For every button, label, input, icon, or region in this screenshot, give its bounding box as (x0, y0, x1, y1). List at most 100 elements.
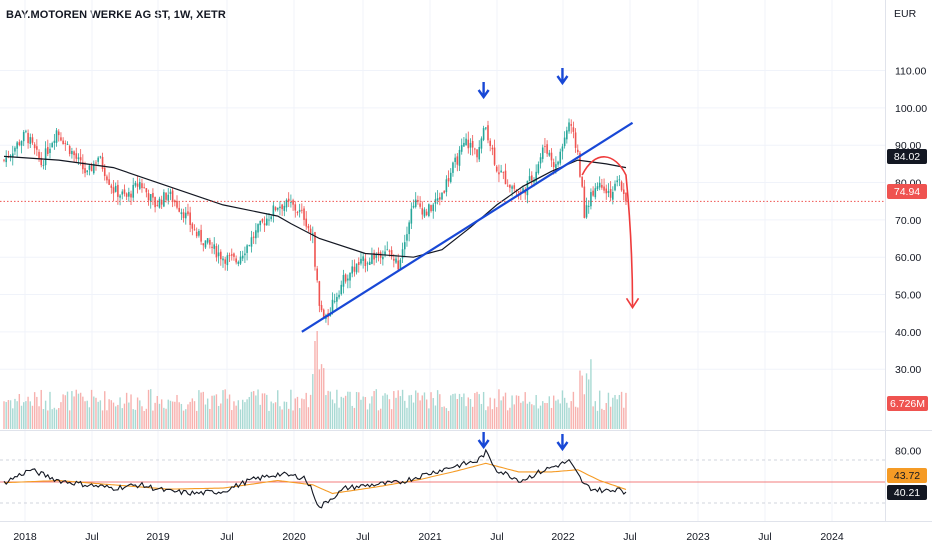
candle-body (463, 142, 465, 147)
candle-body (285, 199, 288, 208)
volume-bar (16, 401, 18, 429)
volume-bar (95, 397, 97, 429)
candle-body (36, 146, 38, 150)
volume-bar (171, 401, 174, 429)
candle-body (360, 258, 362, 264)
volume-bar (430, 392, 432, 429)
volume-bar (119, 397, 121, 429)
volume-bar (307, 407, 310, 429)
candle-body (160, 199, 163, 205)
candle-body (215, 246, 218, 258)
volume-bar (296, 396, 299, 429)
candle-body (259, 220, 262, 226)
volume-bar (520, 402, 522, 429)
volume-bar (561, 390, 564, 429)
candle-body (128, 192, 130, 197)
candle-body (609, 189, 612, 198)
candle-body (364, 258, 367, 267)
volume-bar (408, 395, 410, 429)
candle-body (456, 156, 459, 165)
volume-bar (465, 406, 467, 429)
x-tick-label: 2022 (551, 531, 575, 543)
y-tick-label: 70.00 (895, 215, 921, 227)
candle-body (336, 296, 338, 302)
volume-bar (82, 396, 84, 429)
volume-bar (531, 404, 533, 429)
candle-body (504, 170, 507, 185)
candle-body (60, 137, 62, 141)
candle-body (82, 162, 84, 170)
candle-body (27, 132, 29, 144)
candle-body (266, 218, 268, 226)
candle-body (485, 127, 487, 129)
volume-bar (213, 395, 215, 429)
rsi-ma-badge-bg (887, 468, 927, 483)
volume-bar (101, 410, 104, 429)
volume-bar (542, 401, 544, 429)
candle-body (237, 261, 240, 264)
candle-body (220, 251, 222, 260)
candle-body (342, 274, 345, 287)
candle-body (320, 305, 323, 311)
volume-bar (480, 403, 483, 429)
candle-body (581, 176, 583, 187)
candle-body (248, 245, 251, 247)
volume-bar (399, 396, 402, 429)
volume-bar (165, 408, 167, 429)
candle-body (64, 143, 67, 145)
candle-body (443, 191, 445, 193)
x-tick-label: Jul (758, 531, 771, 543)
volume-bar (496, 407, 498, 429)
volume-bar (318, 369, 321, 429)
candle-body (309, 228, 312, 234)
candle-body (445, 179, 448, 193)
volume-bar (156, 396, 158, 429)
volume-bar (415, 390, 417, 429)
candle-body (55, 130, 58, 143)
volume-bar (222, 390, 224, 429)
candle-body (502, 172, 505, 173)
rounding-top-curve (581, 156, 634, 306)
candle-body (441, 192, 443, 200)
volume-bar (97, 401, 99, 429)
candle-body (283, 205, 286, 211)
volume-bar (436, 390, 439, 429)
volume-bar (450, 395, 452, 429)
volume-bar (152, 410, 154, 429)
candle-body (108, 179, 110, 185)
candle-body (191, 223, 194, 229)
candle-body (541, 147, 544, 159)
candle-body (454, 157, 456, 162)
volume-bar (605, 403, 607, 429)
volume-bar (375, 389, 377, 429)
volume-bar (432, 398, 434, 429)
candle-body (561, 146, 564, 152)
candle-body (95, 162, 97, 164)
candle-body (38, 151, 40, 159)
volume-bar (294, 398, 296, 429)
volume-bar (93, 396, 95, 429)
candle-body (149, 194, 152, 202)
volume-bar (60, 402, 62, 429)
candle-body (539, 157, 542, 164)
volume-bar (121, 408, 123, 429)
candle-body (145, 188, 148, 193)
volume-bar (598, 390, 601, 429)
volume-bar (305, 392, 307, 429)
volume-bar (71, 391, 73, 429)
candle-body (298, 209, 301, 212)
volume-bar (160, 399, 163, 429)
candle-body (474, 148, 476, 150)
volume-bar (84, 401, 86, 429)
candle-body (171, 190, 174, 203)
candle-body (303, 208, 305, 220)
time-axis[interactable]: 2018 Jul 2019 Jul 2020 Jul 2021 Jul 2022 Jul 2023 J… (13, 531, 844, 543)
volume-bar (406, 407, 408, 429)
candle-body (579, 152, 581, 177)
candle-body (349, 272, 351, 281)
candle-body (555, 164, 557, 169)
rsi-badge: 40.21 (894, 487, 920, 499)
volume-bar (489, 397, 491, 429)
candle-body (90, 165, 93, 172)
